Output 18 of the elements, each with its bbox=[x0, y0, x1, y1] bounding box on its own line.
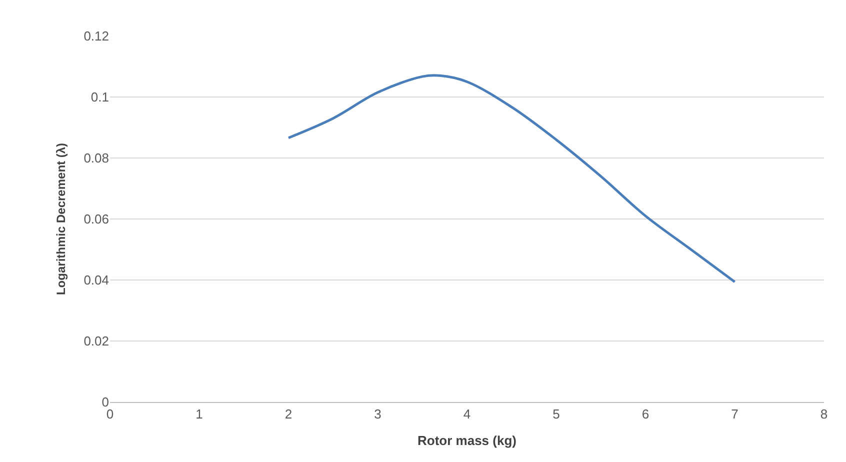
y-tick-label: 0.08 bbox=[84, 150, 109, 166]
x-tick-label: 4 bbox=[463, 406, 471, 422]
y-tick-label: 0.04 bbox=[84, 272, 109, 288]
y-tick-label: 0.1 bbox=[90, 90, 109, 105]
y-tick-label: 0.12 bbox=[84, 28, 109, 44]
x-tick-label: 8 bbox=[820, 406, 828, 422]
x-tick-label: 5 bbox=[552, 406, 560, 422]
y-tick-label: 0 bbox=[102, 394, 109, 410]
x-tick-label: 3 bbox=[374, 406, 382, 422]
x-tick-label: 2 bbox=[284, 406, 292, 422]
y-tick-label: 0.02 bbox=[84, 334, 109, 349]
y-tick-label: 0.06 bbox=[84, 212, 109, 227]
x-tick-label: 6 bbox=[642, 406, 650, 422]
x-axis-title: Rotor mass (kg) bbox=[418, 433, 516, 448]
y-axis-title: Logarithmic Decrement (λ) bbox=[54, 142, 68, 296]
line-series bbox=[287, 74, 736, 284]
x-tick-label: 7 bbox=[731, 406, 738, 422]
x-tick-label: 1 bbox=[196, 406, 203, 422]
